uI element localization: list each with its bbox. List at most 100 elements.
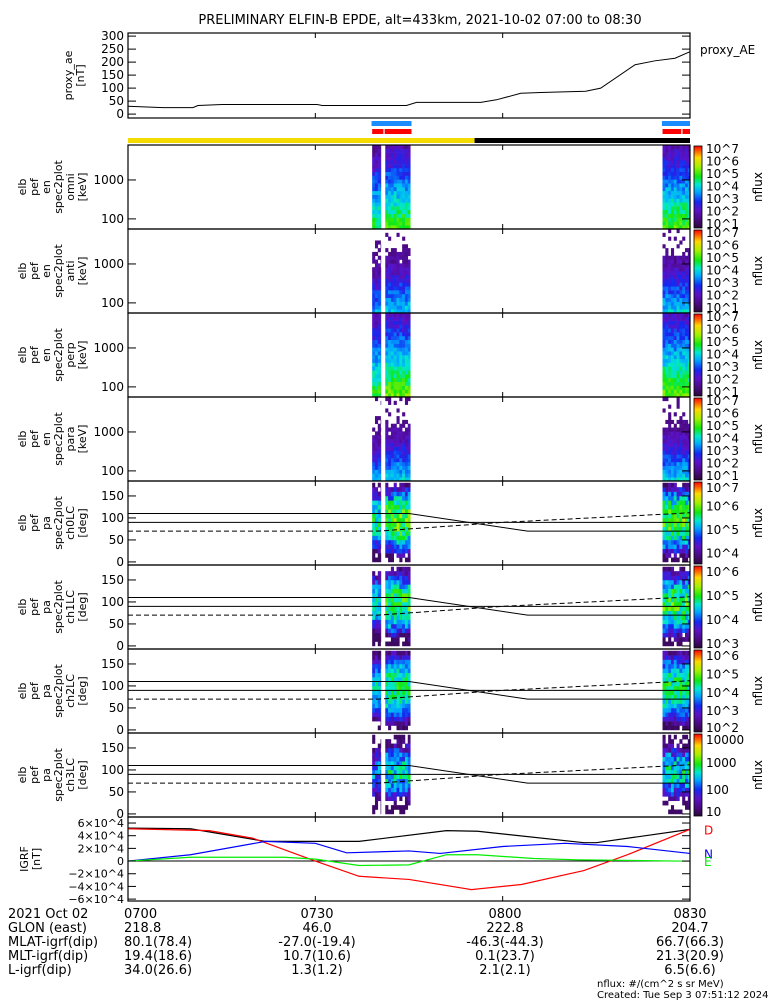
spectrogram-cell [396, 267, 400, 272]
collection-bar [662, 129, 682, 134]
pa-spectrogram-cell [670, 712, 675, 718]
pa-spectrogram-cell [388, 663, 392, 669]
spectrogram-cell [687, 393, 691, 398]
pa-spectrogram-cell [687, 769, 691, 775]
spectrogram-cell [668, 221, 672, 226]
pa-spectrogram-cell [393, 791, 397, 797]
pa-spectrogram-cell [407, 517, 411, 523]
spectrogram-cell [679, 198, 683, 203]
spectrogram-cell [393, 152, 397, 157]
pa-spectrogram-cell [380, 703, 382, 709]
pa-spectrogram-cell [665, 703, 669, 709]
spectrogram-cell [685, 461, 689, 467]
pa-spectrogram-cell [670, 716, 675, 722]
spectrogram-cell [407, 305, 411, 310]
spectrogram-cell [687, 309, 691, 314]
pa-spectrogram-cell [377, 641, 381, 647]
spectrogram-cell [388, 251, 392, 257]
spectrogram-cell [662, 213, 666, 218]
pa-spectrogram-cell [402, 575, 406, 581]
spectrogram-cell [385, 335, 389, 341]
pa-spectrogram-cell [670, 544, 675, 550]
pa-spectrogram-cell [685, 805, 689, 810]
pa-spectrogram-cell [685, 721, 689, 726]
pa-spectrogram-cell [679, 641, 683, 647]
pa-spectrogram-cell [670, 681, 675, 687]
pa-spectrogram-cell [407, 544, 411, 550]
pa-y-tick-label: 150 [101, 657, 124, 671]
spectrogram-cell [682, 206, 686, 211]
spectrogram-cell [402, 160, 406, 165]
spectrogram-cell [682, 469, 686, 474]
pa-spectrogram-cell [673, 522, 677, 528]
spectrogram-cell [396, 202, 400, 207]
spectrogram-cell [374, 328, 379, 333]
spectrogram-cell [682, 381, 686, 386]
pa-spectrogram-cell [679, 774, 683, 780]
pa-spectrogram-cell [668, 539, 672, 545]
spectrogram-cell [670, 198, 675, 203]
spectrogram-cell [665, 427, 669, 432]
pa-spectrogram-cell [673, 809, 677, 815]
spectrogram-cell [393, 194, 397, 199]
spectrogram-cell [685, 209, 689, 215]
spectrogram-cell [676, 324, 680, 329]
spectrogram-cell [399, 316, 403, 321]
spectrogram-cell [685, 385, 689, 390]
spectrogram-cell [372, 324, 376, 329]
spectrogram-cell [372, 450, 376, 455]
spectrogram-cell [685, 145, 689, 150]
spectrogram-cell [679, 255, 683, 260]
spectrogram-cell [390, 454, 395, 459]
pa-spectrogram-cell [687, 765, 691, 771]
spectrogram-cell [665, 297, 669, 302]
spectrogram-cell [374, 240, 379, 245]
spectrogram-cell [673, 442, 677, 447]
pa-spectrogram-cell [385, 694, 389, 700]
pa-spectrogram-cell [396, 487, 400, 492]
spectrogram-cell [668, 339, 672, 344]
pa-spectrogram-cell [385, 504, 389, 510]
spectrogram-cell [393, 313, 397, 318]
spectrogram-cell [670, 225, 675, 230]
energy-ylabel-line: pef [28, 429, 41, 448]
pa-spectrogram-cell [679, 491, 683, 497]
pa-spectrogram-cell [685, 725, 689, 731]
pa-spectrogram-cell [682, 747, 686, 753]
pa-spectrogram-cell [372, 615, 376, 620]
pa-spectrogram-cell [662, 703, 666, 709]
spectrogram-cell [668, 167, 672, 173]
spectrogram-cell [679, 469, 683, 474]
pa-spectrogram-cell [679, 597, 683, 603]
spectrogram-cell [374, 477, 379, 482]
spectrogram-cell [676, 259, 680, 264]
pa-ylabel-line: elb [16, 599, 29, 616]
pa-spectrogram-cell [374, 628, 379, 634]
pa-spectrogram-cell [668, 650, 672, 656]
spectrogram-cell [687, 439, 691, 444]
pa-spectrogram-cell [682, 668, 686, 674]
spectrogram-cell [676, 278, 680, 283]
pa-spectrogram-cell [377, 619, 381, 625]
pa-spectrogram-cell [676, 703, 680, 709]
pa-spectrogram-cell [404, 694, 409, 700]
pa-spectrogram-cell [685, 544, 689, 550]
spectrogram-cell [399, 358, 403, 363]
pa-spectrogram-cell [385, 699, 389, 704]
pa-spectrogram-cell [407, 637, 411, 642]
spectrogram-cell [668, 450, 672, 455]
pa-spectrogram-cell [687, 623, 691, 629]
pa-spectrogram-cell [404, 677, 409, 682]
spectrogram-cell [399, 328, 403, 333]
pa-spectrogram-cell [372, 805, 376, 810]
spectrogram-cell [665, 148, 669, 153]
pa-spectrogram-cell [374, 672, 379, 678]
spectrogram-cell [407, 164, 411, 169]
spectrogram-cell [407, 442, 411, 447]
spectrogram-cell [402, 209, 406, 215]
pa-spectrogram-cell [687, 531, 691, 536]
pa-spectrogram-cell [396, 641, 400, 647]
spectrogram-cell [687, 175, 691, 180]
pa-spectrogram-cell [374, 703, 379, 709]
spectrogram-cell [396, 446, 400, 451]
